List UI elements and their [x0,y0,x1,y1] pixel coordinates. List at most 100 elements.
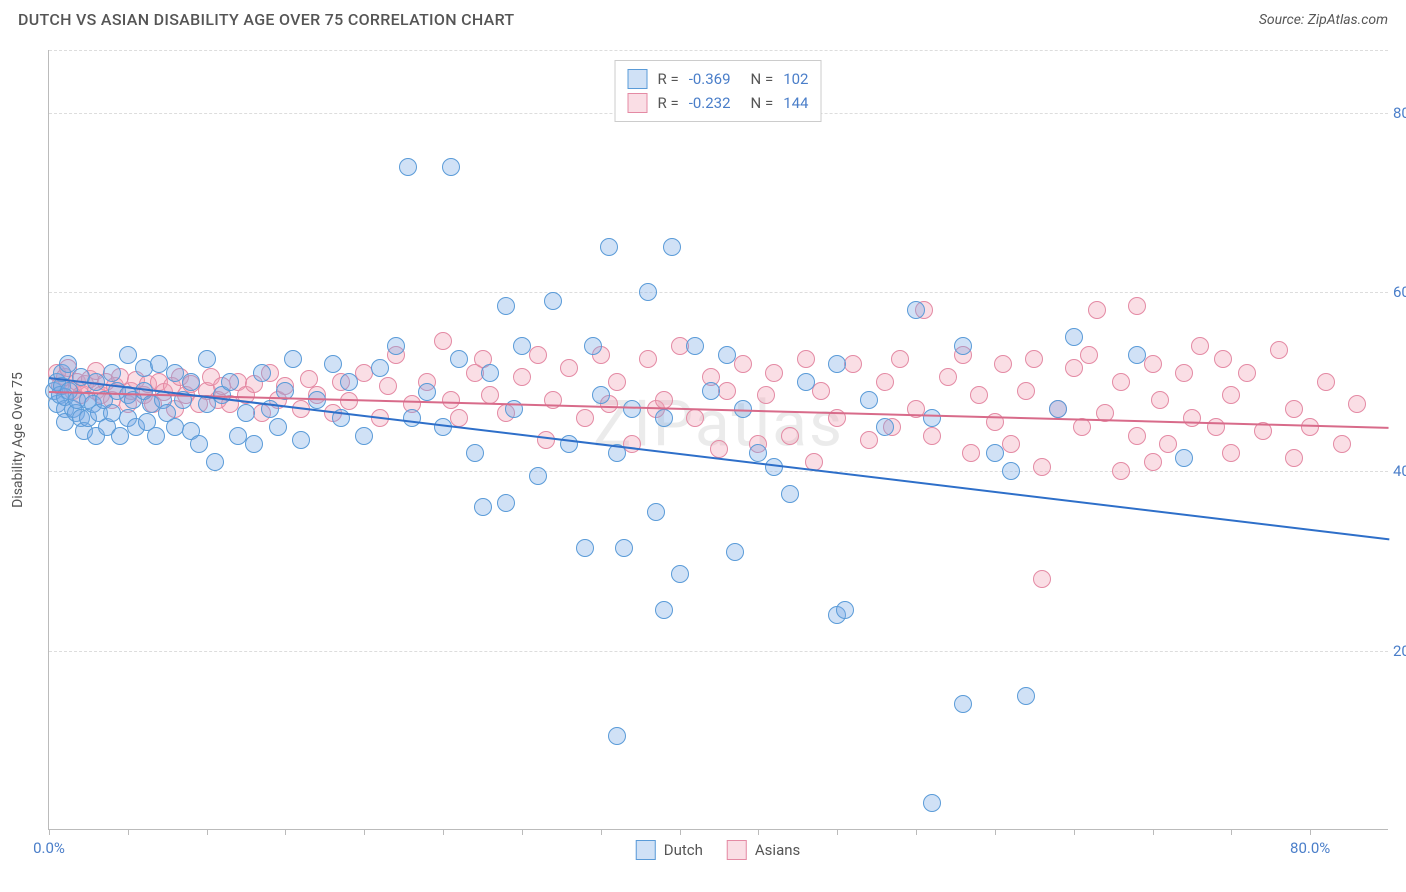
point-asian [860,431,878,449]
point-dutch [797,373,815,391]
point-dutch [1002,462,1020,480]
legend-r-label: R = [658,94,679,112]
x-tick [49,829,50,835]
legend-n-value: 144 [783,94,808,112]
point-asian [1183,409,1201,427]
point-dutch [615,539,633,557]
point-dutch [663,238,681,256]
point-dutch [584,337,602,355]
point-asian [1238,364,1256,382]
point-dutch [474,498,492,516]
point-dutch [418,383,436,401]
point-asian [1222,386,1240,404]
point-dutch [1017,687,1035,705]
y-tick-label: 20.0% [1393,642,1406,660]
point-dutch [639,283,657,301]
point-asian [757,386,775,404]
chart-header: DUTCH VS ASIAN DISABILITY AGE OVER 75 CO… [0,0,1406,37]
x-tick [837,829,838,835]
point-dutch [671,565,689,583]
legend-swatch [628,93,648,113]
point-asian [1112,373,1130,391]
point-asian [994,355,1012,373]
series-legend: DutchAsians [636,840,801,860]
x-tick [207,829,208,835]
point-asian [1222,444,1240,462]
x-tick [364,829,365,835]
point-asian [1270,341,1288,359]
point-dutch [119,346,137,364]
chart-area: ZIPatlas 20.0%40.0%60.0%80.0%0.0%80.0% D… [48,50,1388,830]
legend-n-label: N = [751,70,774,88]
legend-r-value: -0.232 [689,94,731,112]
point-asian [434,332,452,350]
point-dutch [292,431,310,449]
point-dutch [655,409,673,427]
point-asian [1175,364,1193,382]
x-tick-label: 80.0% [1290,839,1330,857]
legend-label: Asians [755,841,800,859]
point-asian [576,409,594,427]
point-asian [718,382,736,400]
point-dutch [576,539,594,557]
point-asian [1333,435,1351,453]
point-asian [923,427,941,445]
point-asian [1017,382,1035,400]
point-asian [844,355,862,373]
point-dutch [466,444,484,462]
point-dutch [340,373,358,391]
x-tick [680,829,681,835]
point-asian [1285,400,1303,418]
chart-title: DUTCH VS ASIAN DISABILITY AGE OVER 75 CO… [18,10,514,29]
point-dutch [198,350,216,368]
point-asian [765,364,783,382]
point-dutch [954,695,972,713]
point-dutch [876,418,894,436]
x-tick-label: 0.0% [33,839,65,857]
point-dutch [702,382,720,400]
point-asian [450,409,468,427]
x-tick [285,829,286,835]
x-tick [522,829,523,835]
point-dutch [371,359,389,377]
point-asian [1191,337,1209,355]
point-dutch [387,337,405,355]
gridline [49,50,1388,51]
point-dutch [237,404,255,422]
legend-n-value: 102 [783,70,808,88]
point-dutch [592,386,610,404]
x-tick [1231,829,1232,835]
legend-swatch [727,840,747,860]
point-asian [1065,359,1083,377]
point-dutch [324,355,342,373]
point-dutch [1065,328,1083,346]
point-asian [608,373,626,391]
point-asian [481,386,499,404]
y-tick-label: 80.0% [1393,104,1406,122]
point-asian [812,382,830,400]
point-asian [655,391,673,409]
point-dutch [245,435,263,453]
point-asian [529,346,547,364]
legend-row: R =-0.369N =102 [628,67,809,91]
legend-swatch [628,69,648,89]
point-dutch [403,409,421,427]
point-asian [1002,435,1020,453]
point-asian [1207,418,1225,436]
point-asian [797,350,815,368]
gridline [49,292,1388,293]
legend-r-label: R = [658,70,679,88]
y-axis-title: Disability Age Over 75 [10,372,26,508]
point-asian [623,435,641,453]
legend-item: Asians [727,840,800,860]
point-dutch [221,373,239,391]
point-dutch [726,543,744,561]
point-dutch [907,301,925,319]
point-asian [781,427,799,445]
point-dutch [608,727,626,745]
point-dutch [749,444,767,462]
point-dutch [1128,346,1146,364]
gridline [49,651,1388,652]
point-dutch [647,503,665,521]
point-dutch [450,350,468,368]
